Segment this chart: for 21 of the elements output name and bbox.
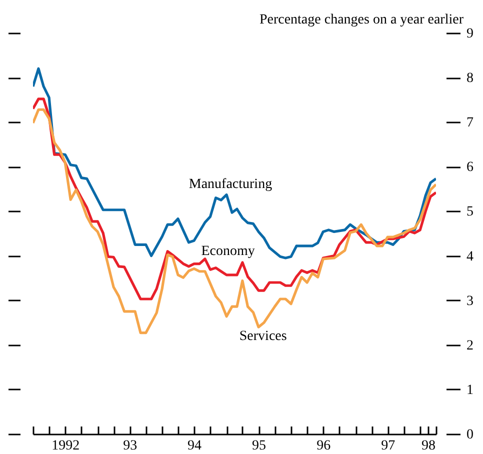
x-tick-label: 98: [422, 438, 436, 454]
y-tick-label: 6: [466, 160, 474, 176]
x-tick-label: 1992: [52, 438, 80, 454]
x-tick-label: 95: [252, 438, 266, 454]
x-tick-label: 94: [188, 438, 202, 454]
y-tick-label: 9: [466, 26, 474, 42]
y-tick-label: 7: [466, 116, 474, 131]
x-tick-label: 93: [123, 438, 138, 454]
y-axis-title: Percentage changes on a year earlier: [259, 12, 464, 28]
x-tick-label: 96: [316, 438, 331, 454]
series-label: Economy: [201, 244, 255, 260]
x-tick-label: 97: [381, 438, 396, 454]
y-tick-label: 3: [466, 294, 474, 309]
series-label: Manufacturing: [188, 177, 272, 192]
y-tick-label: 2: [466, 338, 474, 354]
y-tick-label: 4: [466, 249, 474, 264]
y-tick-label: 5: [466, 204, 474, 220]
y-tick-label: 0: [466, 428, 474, 442]
y-tick-label: 1: [466, 382, 474, 398]
series-label: Services: [239, 329, 287, 344]
y-tick-label: 8: [466, 71, 474, 86]
